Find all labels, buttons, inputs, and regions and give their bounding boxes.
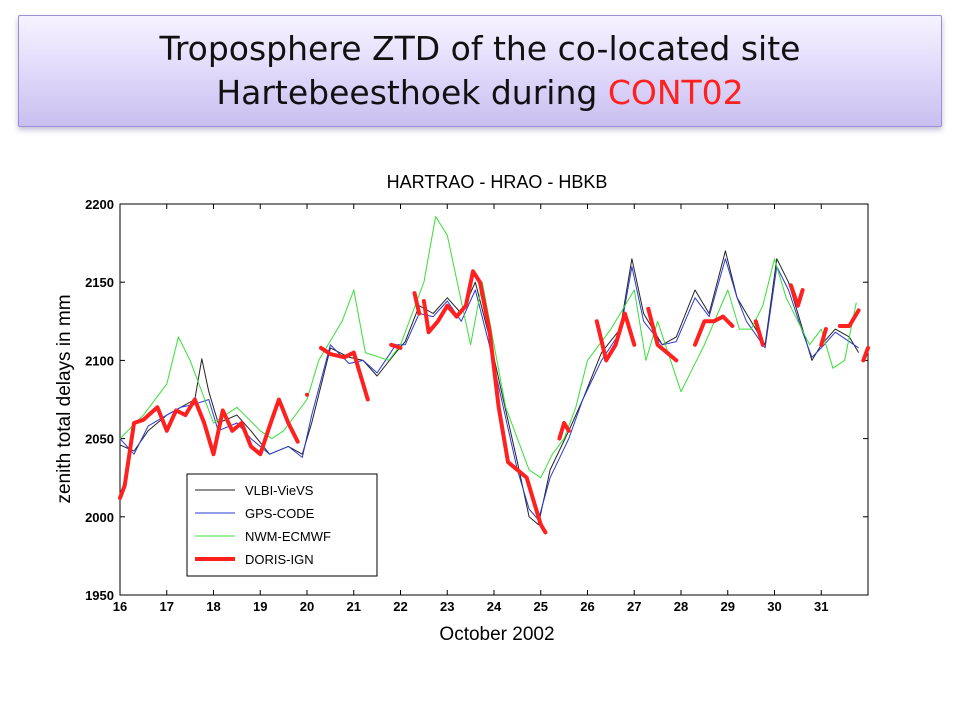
series-vlbi-vievs-line <box>119 250 860 526</box>
legend-label-nwm-ecmwf: NWM-ECMWF <box>245 529 331 544</box>
series-doris-ign-line <box>389 342 403 350</box>
series-doris-ign-line <box>319 345 370 402</box>
series-doris-ign-line <box>861 345 870 363</box>
x-tick-label: 23 <box>440 599 454 614</box>
series-doris-ign-line <box>412 291 422 316</box>
x-tick-label: 20 <box>300 599 314 614</box>
slide-title-line2-prefix: Hartebeesthoek during <box>216 73 608 112</box>
y-tick-label: 2150 <box>85 275 114 290</box>
series-doris-ign-line <box>557 421 571 441</box>
series-doris-ign-line <box>594 311 637 363</box>
legend-label-doris-ign: DORIS-IGN <box>245 552 314 567</box>
series-nwm-ecmwf-line <box>119 216 857 479</box>
series-doris-ign-line <box>788 283 805 308</box>
series-doris-ign-line <box>421 269 548 535</box>
y-tick-label: 2200 <box>85 197 114 212</box>
x-tick-label: 29 <box>721 599 735 614</box>
x-tick-label: 28 <box>674 599 688 614</box>
x-tick-label: 24 <box>487 599 502 614</box>
axis-ticks: 16 17 18 19 20 21 22 23 24 25 26 27 28 29 30 31 1950 2000… <box>85 197 868 614</box>
series-lines <box>118 216 870 535</box>
x-tick-label: 26 <box>580 599 594 614</box>
series-doris-ign-line <box>753 319 765 347</box>
x-tick-label: 22 <box>393 599 407 614</box>
legend: VLBI-VieVS GPS-CODE NWM-ECMWF DORIS-IGN <box>186 473 378 577</box>
x-tick-label: 30 <box>767 599 781 614</box>
x-tick-label: 25 <box>534 599 548 614</box>
chart-title: HARTRAO - HRAO - HBKB <box>387 172 608 192</box>
series-doris-ign-line <box>837 308 861 328</box>
x-axis-label: October 2002 <box>439 624 554 645</box>
y-tick-label: 2050 <box>85 432 114 447</box>
series-doris-ign-point <box>305 392 309 397</box>
slide-title-line1: Troposphere ZTD of the co-located site <box>159 29 801 68</box>
series-doris-ign-line <box>118 397 300 500</box>
x-tick-label: 18 <box>206 599 220 614</box>
series-doris-ign-line <box>646 306 679 363</box>
x-tick-label: 21 <box>347 599 361 614</box>
slide-title-box: Troposphere ZTD of the co-located site H… <box>18 15 942 127</box>
x-tick-label: 16 <box>113 599 127 614</box>
x-tick-label: 17 <box>160 599 174 614</box>
legend-label-gps-code: GPS-CODE <box>245 506 315 521</box>
y-tick-label: 2100 <box>85 353 114 368</box>
y-tick-label: 2000 <box>85 510 114 525</box>
slide-title-highlight: CONT02 <box>607 73 744 112</box>
slide-title-line2: Hartebeesthoek during CONT02 <box>216 71 743 115</box>
legend-label-vlbi-vievs: VLBI-VieVS <box>245 483 314 498</box>
y-tick-label: 1950 <box>85 588 114 603</box>
series-doris-ign-line <box>693 314 735 347</box>
x-tick-label: 27 <box>627 599 641 614</box>
series-doris-ign-line <box>819 327 828 347</box>
x-tick-label: 19 <box>253 599 267 614</box>
y-axis-label: zenith total delays in mm <box>54 294 75 503</box>
x-tick-label: 31 <box>814 599 828 614</box>
